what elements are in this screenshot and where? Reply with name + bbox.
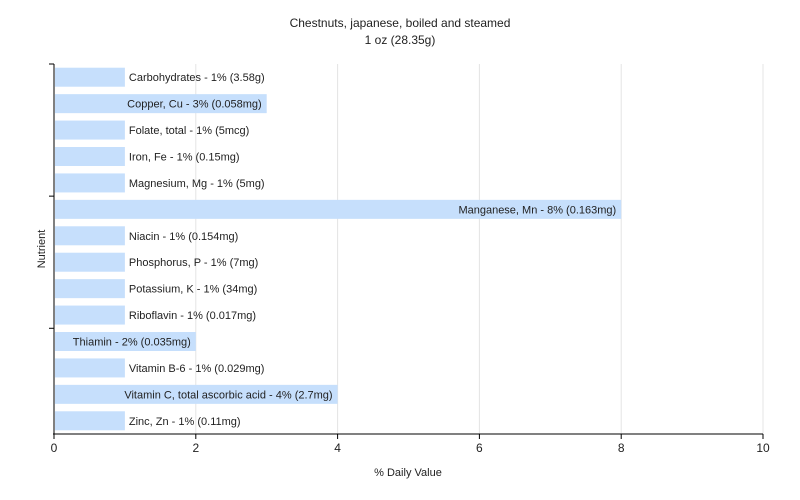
bar-3: [55, 147, 125, 166]
bar-13: [55, 411, 125, 431]
bar-label-3: Iron, Fe - 1% (0.15mg): [129, 152, 240, 164]
bar-9: [55, 305, 125, 325]
x-tick-label-0: 0: [51, 441, 58, 455]
bar-5: [55, 199, 622, 219]
x-tick-label-5: 10: [756, 441, 770, 455]
bar-11: [55, 358, 125, 378]
bar-label-10: Thiamin - 2% (0.035mg): [73, 337, 191, 349]
bar-0: [55, 67, 125, 87]
x-tick-label-2: 4: [334, 441, 341, 455]
bar-label-8: Potassium, K - 1% (34mg): [129, 284, 257, 296]
axes: 0 2 4 6 8 10: [49, 63, 770, 455]
chart-subtitle: 1 oz (28.35g): [365, 33, 436, 47]
bar-10: [55, 332, 196, 351]
x-tick-label-1: 2: [192, 441, 199, 455]
bar-7: [55, 252, 125, 272]
x-tick-label-3: 6: [476, 441, 483, 455]
bar-label-1: Copper, Cu - 3% (0.058mg): [127, 99, 262, 111]
chart-title: Chestnuts, japanese, boiled and steamed: [290, 16, 511, 30]
bar-label-12: Vitamin C, total ascorbic acid - 4% (2.7…: [124, 389, 332, 401]
bar-4: [55, 173, 125, 193]
bar-label-4: Magnesium, Mg - 1% (5mg): [129, 178, 265, 190]
bar-label-5: Manganese, Mn - 8% (0.163mg): [458, 204, 616, 216]
grid-lines: [195, 64, 764, 434]
bar-2: [55, 120, 125, 140]
bar-6: [55, 226, 125, 246]
bar-12: [55, 384, 338, 404]
bar-label-7: Phosphorus, P - 1% (7mg): [129, 257, 258, 269]
x-axis-title: % Daily Value: [374, 467, 442, 479]
bar-label-9: Riboflavin - 1% (0.017mg): [129, 310, 256, 322]
bar-label-2: Folate, total - 1% (5mcg): [129, 125, 249, 137]
bar-label-0: Carbohydrates - 1% (3.58g): [129, 72, 265, 84]
x-tick-label-4: 8: [618, 441, 625, 455]
bar-8: [55, 279, 125, 299]
bar-label-6: Niacin - 1% (0.154mg): [129, 231, 238, 243]
bar-1: [55, 94, 267, 114]
y-axis-title: Nutrient: [36, 230, 48, 269]
bar-label-11: Vitamin B-6 - 1% (0.029mg): [129, 363, 265, 375]
bar-label-13: Zinc, Zn - 1% (0.11mg): [129, 416, 241, 428]
bars: Carbohydrates - 1% (3.58g) Copper, Cu - 3…: [55, 67, 622, 431]
